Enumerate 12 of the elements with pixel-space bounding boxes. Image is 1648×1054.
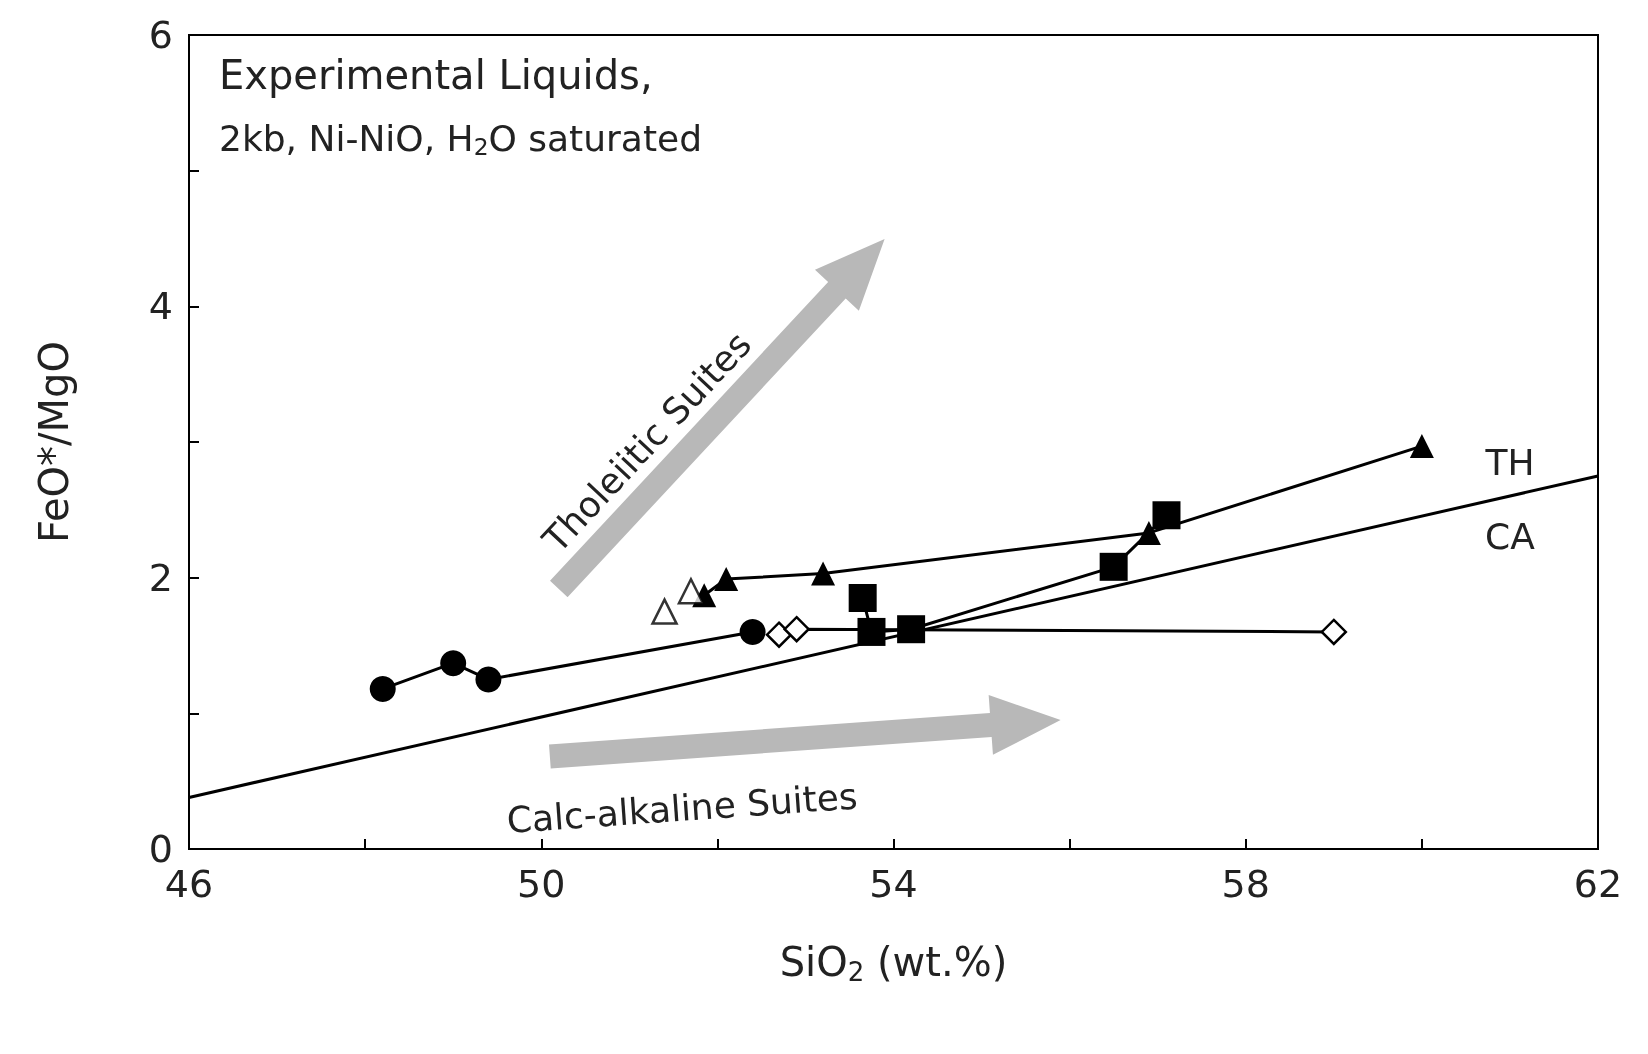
y-tick-label: 6: [148, 13, 173, 57]
x-tick-label: 62: [1573, 862, 1623, 906]
chart-title: Experimental Liquids,: [219, 52, 653, 98]
x-tick-label: 58: [1221, 862, 1270, 906]
annotation: TH: [1484, 441, 1535, 483]
y-tick-label: 4: [148, 284, 173, 329]
annotation: Calc-alkaline Suites: [505, 775, 859, 842]
annotation: CA: [1485, 516, 1536, 558]
y-tick-label: 2: [148, 555, 173, 600]
x-tick-label: 50: [517, 862, 566, 906]
y-axis-title: FeO*/MgO: [31, 341, 77, 543]
x-tick-label: 54: [869, 862, 918, 906]
